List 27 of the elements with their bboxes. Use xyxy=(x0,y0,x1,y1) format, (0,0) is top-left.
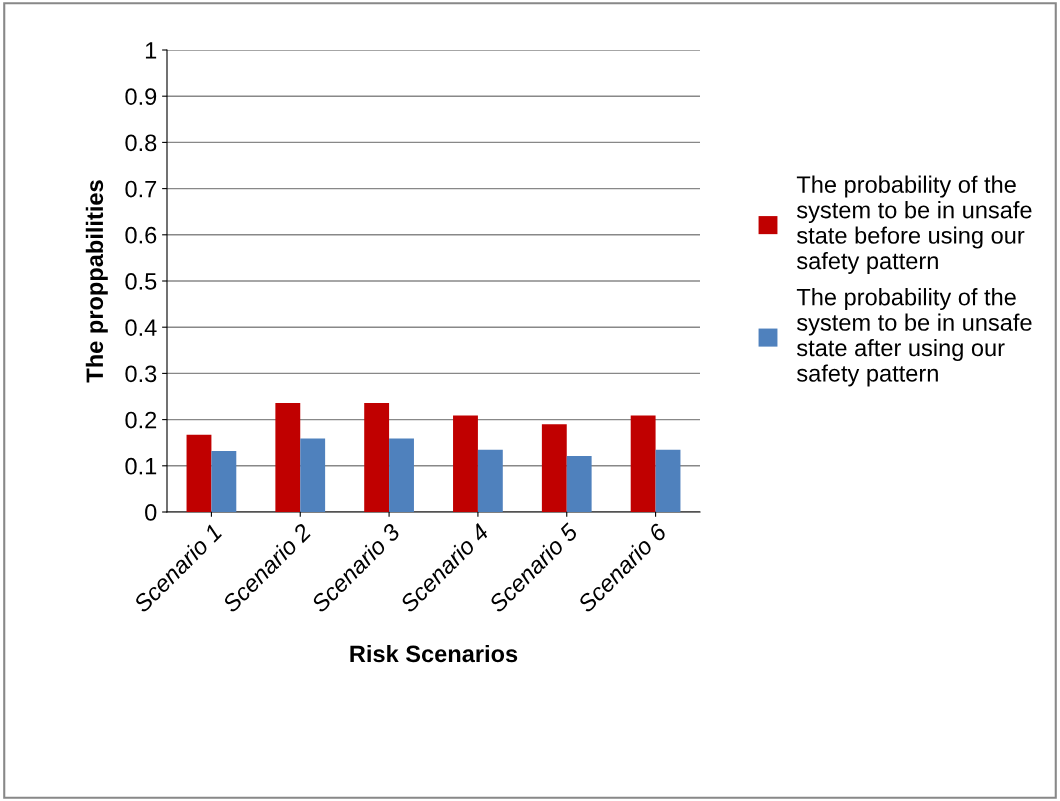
bar xyxy=(186,434,212,512)
bar xyxy=(477,449,503,512)
bar xyxy=(300,438,326,512)
bar xyxy=(630,415,656,512)
bar xyxy=(453,415,478,512)
y-axis-title: The proppabilities xyxy=(85,180,108,383)
y-tick-label: 0.8 xyxy=(125,134,157,152)
y-tick-label: 0.4 xyxy=(125,319,157,336)
bar xyxy=(389,438,414,512)
bar xyxy=(275,402,301,512)
bar xyxy=(211,451,237,512)
y-tick-label: 0.1 xyxy=(125,457,157,475)
bar xyxy=(655,449,681,512)
y-tick-label: 0.9 xyxy=(125,88,157,105)
y-tick-label: 1 xyxy=(145,42,157,59)
y-tick-label: 0.6 xyxy=(125,226,157,244)
bar xyxy=(541,424,567,512)
x-axis-title: Risk Scenarios xyxy=(350,644,518,663)
y-tick-label: 0.7 xyxy=(125,180,157,198)
bar xyxy=(364,402,390,512)
bar xyxy=(566,456,592,512)
legend-label: The probability of the system to be in unsafe state after using our safety pattern xyxy=(796,288,1032,387)
legend-label: The probability of the system to be in unsafe state before using our safety pattern xyxy=(796,175,1032,274)
y-tick-label: 0.2 xyxy=(125,411,157,429)
y-tick-label: 0 xyxy=(145,504,157,521)
y-tick-label: 0.3 xyxy=(125,365,157,383)
y-tick-label: 0.5 xyxy=(125,273,157,290)
